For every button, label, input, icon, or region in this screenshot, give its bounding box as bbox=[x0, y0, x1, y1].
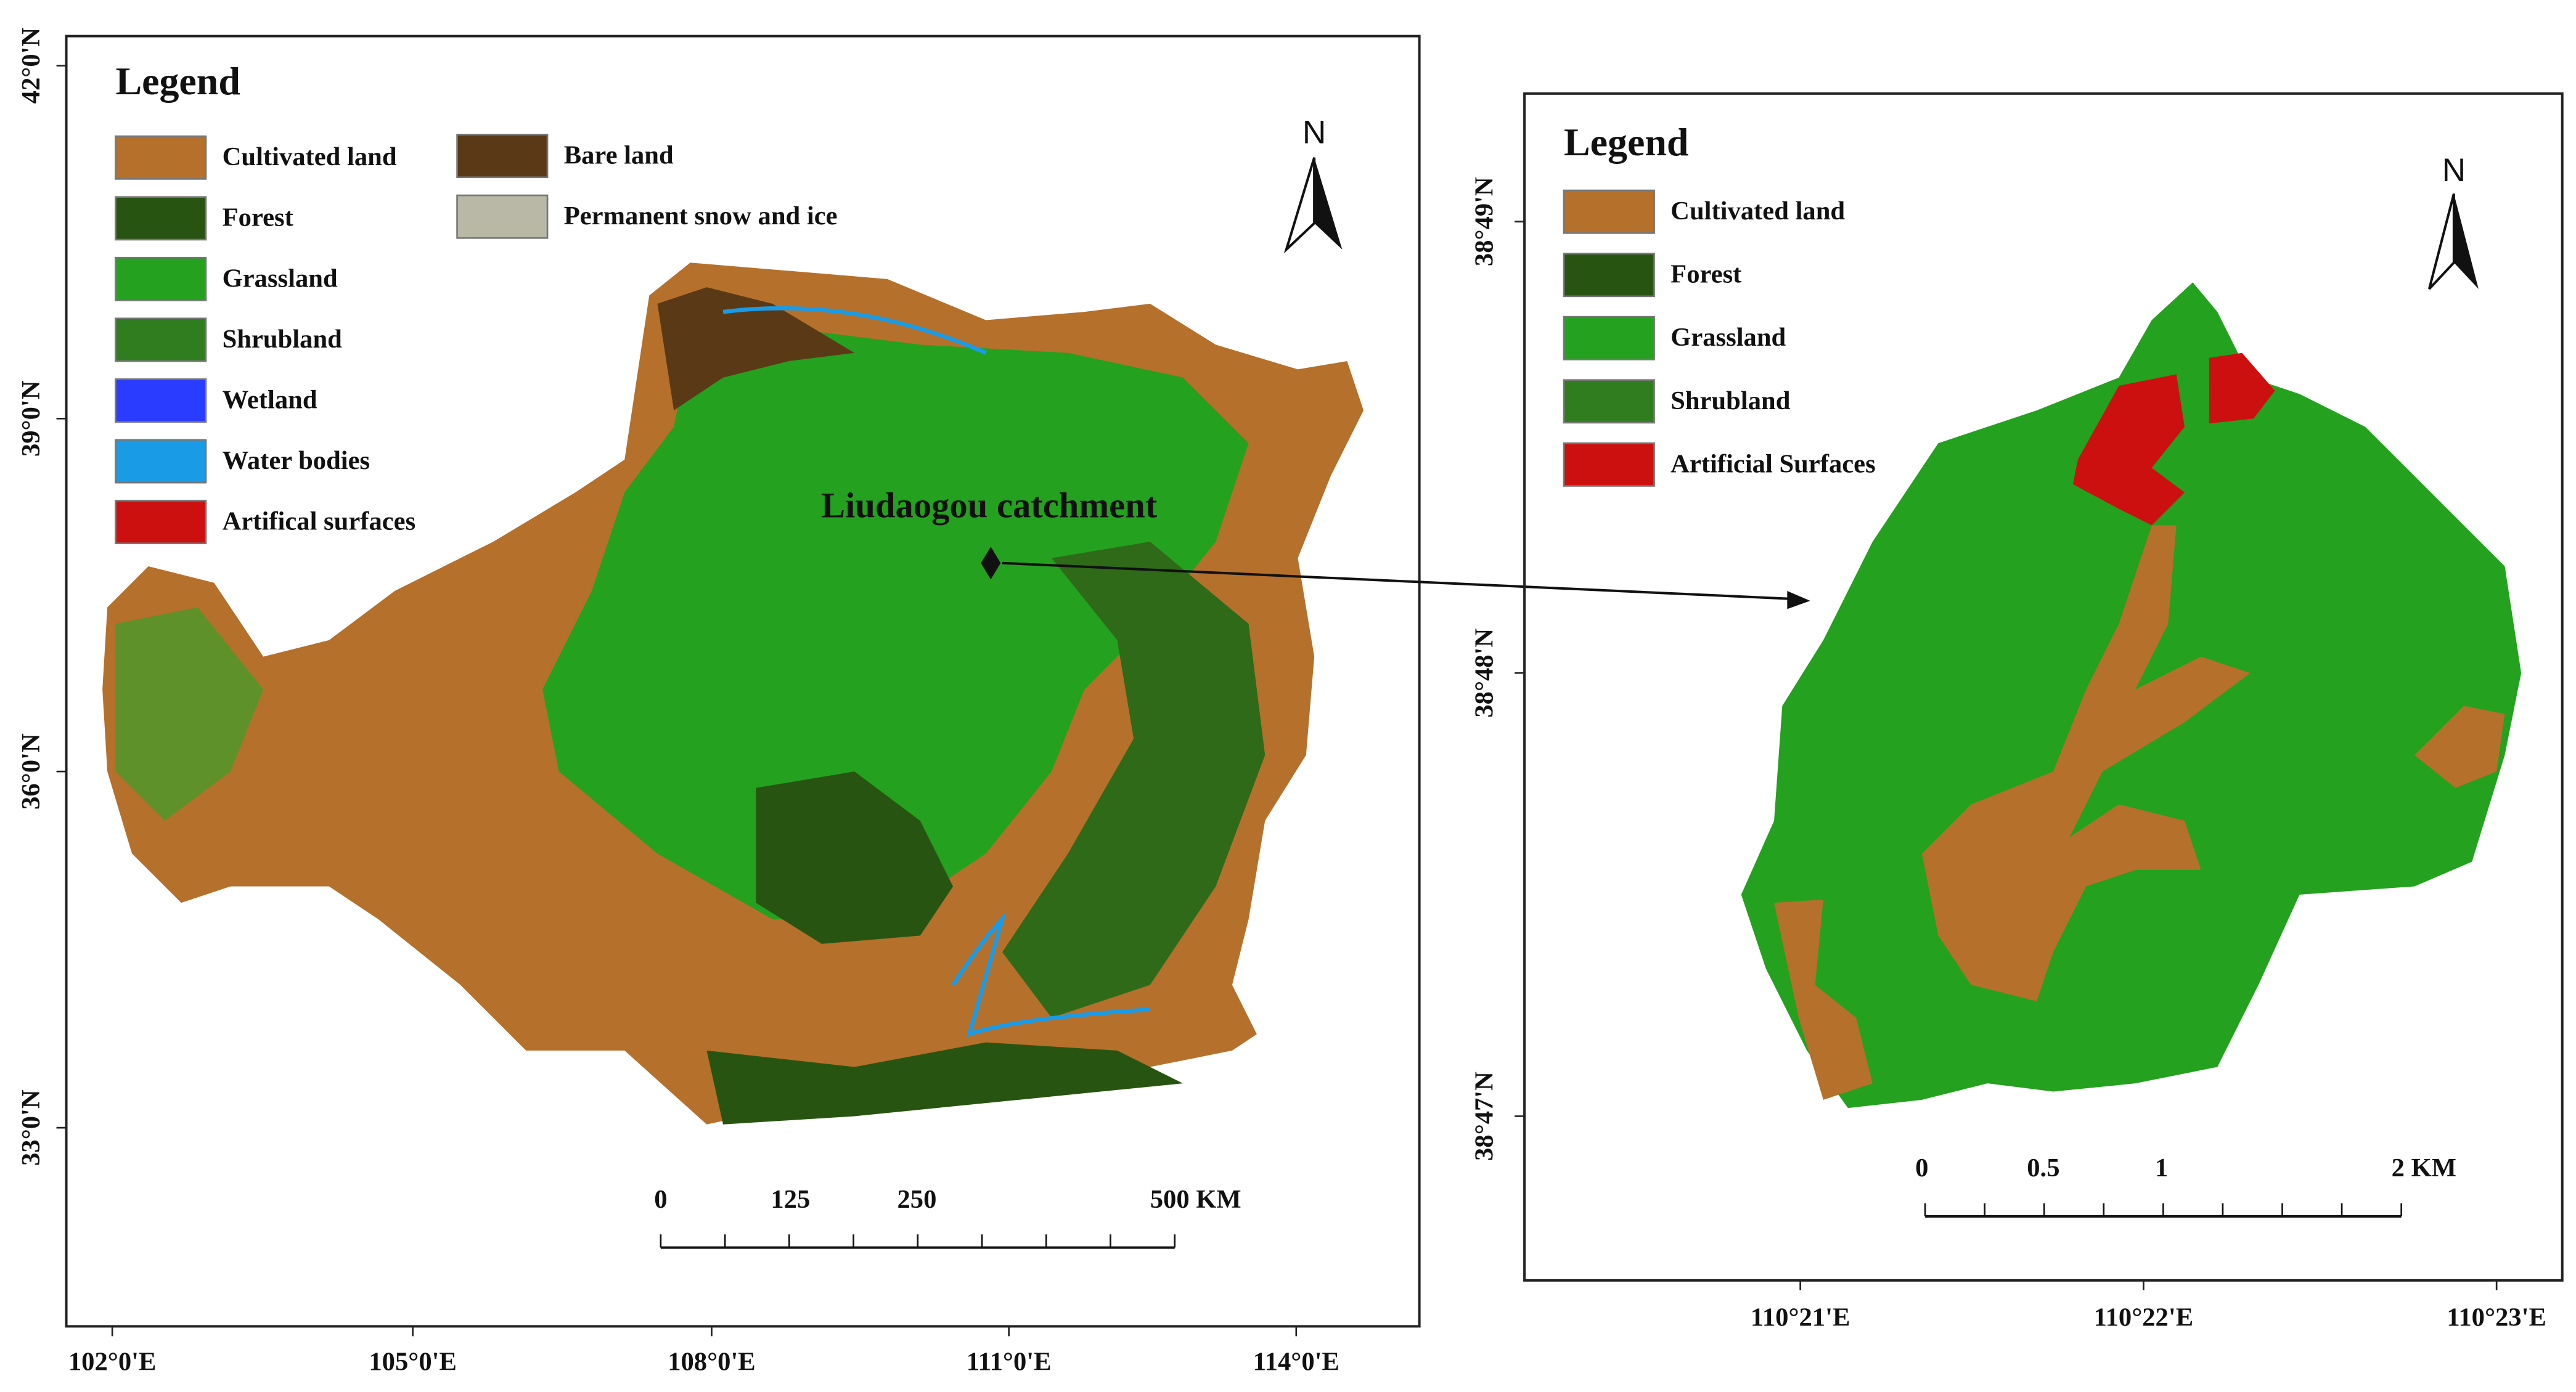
lon-label: 105°0'E bbox=[369, 1347, 457, 1376]
plateau-forest-south bbox=[706, 1042, 1184, 1125]
lon-label: 110°21'E bbox=[1751, 1303, 1850, 1332]
lon-label: 110°22'E bbox=[2094, 1303, 2193, 1332]
catchment-cultivated-sw bbox=[1774, 899, 1873, 1100]
legend: Legend Cultivated land Forest Grassland Shru… bbox=[1563, 120, 1876, 487]
legend-swatch bbox=[1563, 379, 1655, 424]
diamond-marker bbox=[981, 547, 1001, 580]
left-map: Liudaogou catchment N bbox=[65, 35, 1810, 1328]
legend-label: Artifical surfaces bbox=[223, 507, 416, 536]
legend-label: Shrubland bbox=[223, 325, 343, 354]
legend-swatch bbox=[115, 378, 207, 423]
scale-label: 250 bbox=[897, 1185, 936, 1214]
legend-label: Bare land bbox=[564, 141, 674, 170]
legend-label: Permanent snow and ice bbox=[564, 201, 838, 230]
catchment-cultivated-e bbox=[2414, 706, 2505, 788]
scale-label: 0 bbox=[654, 1185, 667, 1214]
legend-label: Cultivated land bbox=[223, 142, 397, 171]
lat-label: 42°0'N bbox=[17, 28, 46, 104]
legend-swatch bbox=[115, 317, 207, 362]
legend-label: Wetland bbox=[223, 385, 317, 414]
right-map: N bbox=[1523, 92, 2564, 1282]
legend-title: Legend bbox=[115, 59, 240, 103]
map-frame bbox=[1523, 92, 2564, 1282]
legend: Legend Cultivated land Forest Grassland Shru… bbox=[115, 59, 838, 545]
lat-label: 39°0'N bbox=[17, 380, 46, 457]
annotation: Liudaogou catchment bbox=[821, 485, 1158, 525]
legend-label: Shrubland bbox=[1670, 386, 1791, 415]
lat-label: 33°0'N bbox=[17, 1089, 46, 1166]
legend-label: Cultivated land bbox=[1670, 197, 1845, 226]
river bbox=[722, 306, 1150, 1038]
north-arrow: N bbox=[1283, 115, 1343, 254]
arrow-head bbox=[1787, 591, 1810, 609]
north-arrow: N bbox=[2427, 152, 2479, 290]
legend-swatch bbox=[1563, 253, 1655, 298]
map-frame bbox=[65, 35, 1421, 1328]
legend-label: Forest bbox=[1670, 260, 1741, 289]
legend-label: Grassland bbox=[223, 264, 338, 293]
legend-label: Water bodies bbox=[223, 446, 370, 475]
scale-label: 1 bbox=[2155, 1154, 2168, 1182]
lat-label: 36°0'N bbox=[17, 733, 46, 810]
scale-label: 0.5 bbox=[2027, 1154, 2059, 1182]
lon-label: 108°0'E bbox=[668, 1347, 756, 1376]
north-label: N bbox=[1302, 115, 1326, 151]
lat-label: 38°47'N bbox=[1470, 1072, 1499, 1161]
lat-label: 38°48'N bbox=[1470, 629, 1499, 718]
legend-label: Artificial Surfaces bbox=[1670, 449, 1876, 478]
legend-title: Legend bbox=[1564, 120, 1688, 164]
legend-swatch bbox=[456, 194, 549, 239]
catchment-artificial bbox=[2072, 374, 2185, 526]
lon-label: 111°0'E bbox=[967, 1347, 1052, 1376]
catchment-cultivated bbox=[1921, 525, 2251, 1001]
lon-label: 102°0'E bbox=[68, 1347, 157, 1376]
legend-swatch bbox=[115, 439, 207, 484]
scale-label: 125 bbox=[771, 1185, 810, 1214]
catchment-artificial-2 bbox=[2209, 352, 2275, 424]
north-label: N bbox=[2442, 152, 2466, 189]
legend-swatch bbox=[115, 196, 207, 241]
legend-swatch bbox=[115, 500, 207, 545]
plateau-grassland bbox=[542, 328, 1249, 919]
legend-label: Grassland bbox=[1670, 323, 1786, 352]
legend-swatch bbox=[1563, 189, 1655, 234]
scale-label: 0 bbox=[1915, 1154, 1928, 1182]
lon-label: 110°23'E bbox=[2447, 1303, 2546, 1332]
plateau-forest-east bbox=[1002, 542, 1266, 1018]
scale-label: 2 KM bbox=[2392, 1154, 2456, 1182]
legend-swatch bbox=[456, 134, 549, 179]
lat-label: 38°49'N bbox=[1470, 177, 1499, 266]
lon-label: 114°0'E bbox=[1253, 1347, 1339, 1376]
plateau-grassland-west bbox=[115, 607, 264, 821]
legend-swatch bbox=[1563, 315, 1655, 360]
scale-label: 500 KM bbox=[1150, 1185, 1241, 1214]
link-arrow bbox=[1002, 561, 1799, 601]
legend-swatch bbox=[1563, 442, 1655, 487]
legend-swatch bbox=[115, 256, 207, 301]
legend-label: Forest bbox=[223, 203, 293, 232]
plateau-forest bbox=[756, 771, 954, 944]
plateau-bare bbox=[657, 287, 855, 410]
legend-swatch bbox=[115, 135, 207, 180]
